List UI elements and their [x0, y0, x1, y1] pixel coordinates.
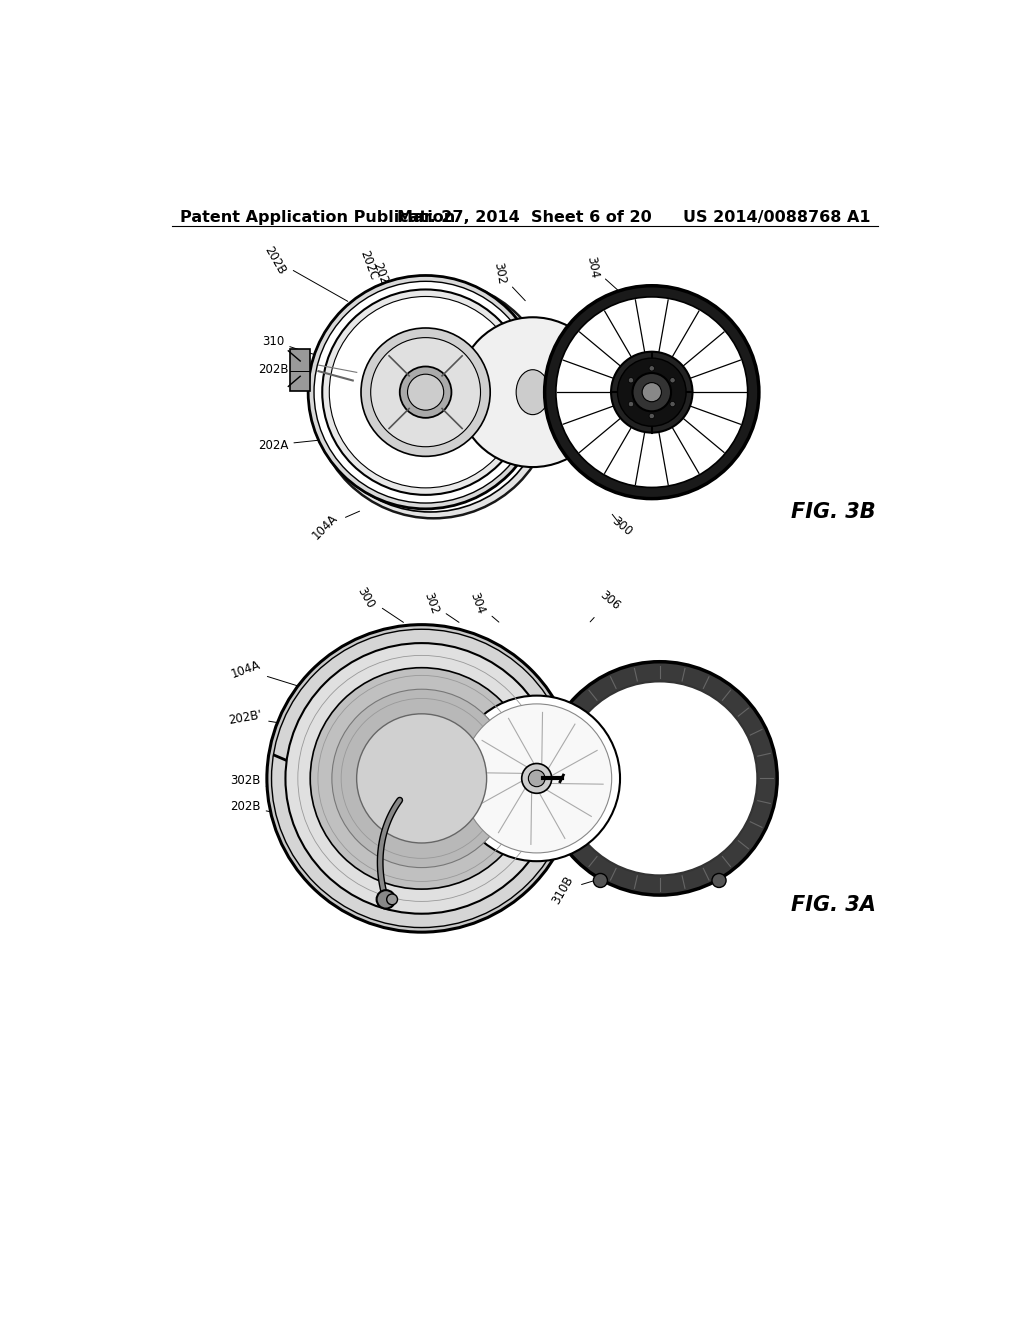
Ellipse shape: [545, 285, 759, 499]
Ellipse shape: [593, 874, 607, 887]
Ellipse shape: [562, 681, 758, 875]
Bar: [290, 348, 309, 392]
Ellipse shape: [361, 327, 490, 457]
Ellipse shape: [267, 624, 577, 932]
Text: 104A: 104A: [309, 511, 359, 541]
Text: 202B: 202B: [230, 800, 315, 821]
Ellipse shape: [387, 894, 397, 904]
Ellipse shape: [556, 297, 748, 487]
Text: 202B: 202B: [258, 363, 329, 385]
Text: 202B: 202B: [261, 244, 348, 301]
Ellipse shape: [399, 367, 452, 418]
Text: 302: 302: [421, 591, 459, 622]
Text: 300: 300: [355, 585, 403, 622]
Ellipse shape: [617, 358, 686, 426]
Text: 220: 220: [546, 709, 582, 730]
Text: 302: 302: [492, 261, 525, 301]
Text: FIG. 3A: FIG. 3A: [791, 895, 876, 916]
Ellipse shape: [712, 874, 726, 887]
Text: 202A: 202A: [258, 438, 338, 451]
Text: FIG. 3B: FIG. 3B: [791, 502, 876, 523]
Ellipse shape: [633, 374, 671, 412]
Ellipse shape: [516, 370, 549, 414]
Ellipse shape: [356, 714, 486, 843]
Ellipse shape: [371, 338, 480, 446]
Ellipse shape: [308, 276, 543, 510]
Text: 304: 304: [584, 255, 628, 298]
Ellipse shape: [314, 281, 538, 503]
Ellipse shape: [313, 280, 553, 519]
Ellipse shape: [323, 289, 529, 495]
Text: 202C: 202C: [357, 248, 402, 297]
Text: 304: 304: [467, 591, 499, 622]
Ellipse shape: [629, 378, 634, 383]
Ellipse shape: [271, 630, 571, 928]
Ellipse shape: [408, 374, 443, 411]
Text: 310: 310: [262, 335, 334, 360]
Ellipse shape: [670, 378, 675, 383]
Text: 202A': 202A': [370, 260, 410, 305]
Ellipse shape: [649, 366, 654, 371]
Text: 202B': 202B': [227, 708, 318, 729]
Ellipse shape: [611, 351, 692, 433]
Text: 310A: 310A: [400, 879, 433, 912]
Text: 300: 300: [399, 279, 424, 310]
Ellipse shape: [629, 401, 634, 407]
Text: US 2014/0088768 A1: US 2014/0088768 A1: [683, 210, 870, 226]
Ellipse shape: [314, 281, 547, 512]
Ellipse shape: [330, 297, 522, 488]
Text: Mar. 27, 2014  Sheet 6 of 20: Mar. 27, 2014 Sheet 6 of 20: [397, 210, 652, 226]
Ellipse shape: [286, 643, 558, 913]
Text: 104A: 104A: [229, 659, 298, 686]
Text: 300: 300: [609, 515, 634, 539]
Text: 202C: 202C: [323, 869, 359, 902]
Ellipse shape: [649, 413, 654, 418]
Ellipse shape: [377, 890, 395, 908]
Text: 302B: 302B: [230, 774, 315, 800]
Ellipse shape: [543, 661, 777, 895]
Text: 306: 306: [590, 589, 623, 622]
Text: Patent Application Publication: Patent Application Publication: [179, 210, 455, 226]
Ellipse shape: [310, 668, 534, 890]
Ellipse shape: [642, 383, 662, 401]
Ellipse shape: [528, 770, 545, 787]
Ellipse shape: [332, 689, 511, 867]
Ellipse shape: [458, 317, 608, 467]
Text: 310B: 310B: [550, 874, 594, 907]
Ellipse shape: [454, 696, 620, 861]
Ellipse shape: [670, 401, 675, 407]
Ellipse shape: [462, 704, 611, 853]
Ellipse shape: [521, 763, 552, 793]
